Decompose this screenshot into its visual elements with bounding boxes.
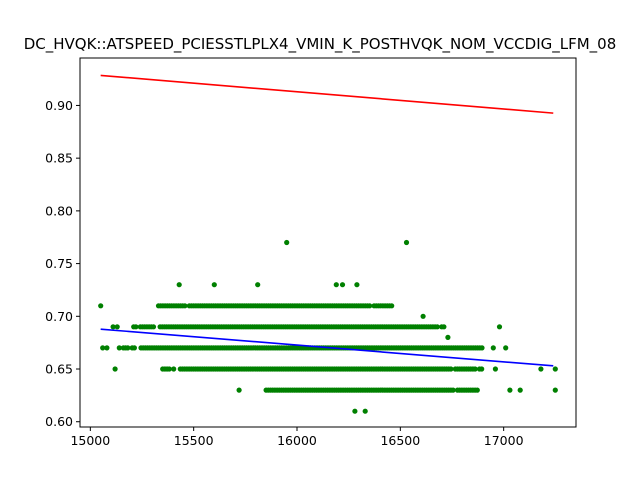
scatter-point	[104, 345, 110, 351]
scatter-point	[362, 408, 368, 414]
scatter-point	[538, 366, 544, 372]
scatter-point	[490, 345, 496, 351]
y-tick-label: 0.65	[45, 362, 73, 377]
scatter-point	[236, 387, 242, 393]
scatter-point	[114, 324, 120, 330]
scatter-point	[354, 282, 360, 288]
y-tick-label: 0.85	[45, 151, 73, 166]
scatter-point	[284, 239, 290, 246]
trend-line	[100, 74, 554, 114]
chart-title: DC_HVQK::ATSPEED_PCIESSTLPLX4_VMIN_K_POS…	[24, 35, 617, 54]
scatter-point	[389, 303, 395, 309]
scatter-point	[517, 387, 523, 393]
scatter-point	[352, 408, 358, 414]
scatter-point	[116, 345, 122, 351]
scatter-point	[503, 345, 509, 351]
scatter-point	[474, 387, 480, 393]
y-tick-label: 0.90	[45, 98, 73, 113]
x-tick-label: 16500	[380, 433, 420, 448]
scatter-point	[448, 366, 454, 372]
axes-frame	[79, 57, 577, 428]
scatter-point	[496, 324, 503, 330]
scatter-point	[492, 366, 498, 372]
scatter-point	[445, 334, 451, 340]
plot-content	[98, 74, 558, 414]
y-tick-label: 0.60	[45, 414, 73, 429]
y-axis: 0.60 0.65 0.70 0.75 0.80 0.85 0.90	[45, 98, 80, 429]
scatter-point	[133, 324, 139, 330]
x-tick-label: 16000	[277, 433, 317, 448]
scatter-point	[211, 282, 217, 288]
scatter-point	[110, 324, 116, 330]
scatter-point	[434, 324, 440, 330]
trend-line	[100, 328, 554, 367]
scatter-point	[552, 387, 558, 393]
scatter-point	[420, 313, 426, 319]
scatter-point	[552, 366, 558, 372]
y-tick-label: 0.80	[45, 203, 73, 218]
scatter-point	[472, 366, 478, 372]
scatter-point	[171, 366, 177, 372]
scatter-point	[98, 303, 104, 309]
chart-title-group: DC_HVQK::ATSPEED_PCIESSTLPLX4_VMIN_K_POS…	[24, 35, 617, 54]
scatter-point	[125, 345, 131, 351]
scatter-point	[333, 282, 339, 288]
scatter-point	[367, 303, 373, 309]
scatter-point	[166, 366, 172, 372]
scatter-point	[339, 282, 346, 288]
scatter-point	[176, 282, 182, 288]
x-axis: 15000 15500 16000 16500 17000	[70, 427, 524, 448]
scatter-point	[450, 387, 456, 393]
x-tick-label: 17000	[484, 433, 524, 448]
scatter-point	[255, 282, 261, 288]
scatter-point	[131, 345, 137, 351]
scatter-point	[479, 345, 485, 351]
scatter-point	[507, 387, 513, 393]
x-tick-label: 15000	[70, 433, 110, 448]
scatter-point	[403, 239, 410, 246]
scatter-point	[100, 345, 106, 351]
scatter-point	[182, 303, 188, 309]
scatter-point	[150, 324, 157, 330]
x-tick-label: 15500	[174, 433, 214, 448]
scatter-point	[441, 324, 447, 330]
y-tick-label: 0.70	[45, 309, 73, 324]
scatter-point	[112, 366, 118, 372]
y-tick-label: 0.75	[45, 256, 73, 271]
scatter-point	[479, 366, 485, 372]
